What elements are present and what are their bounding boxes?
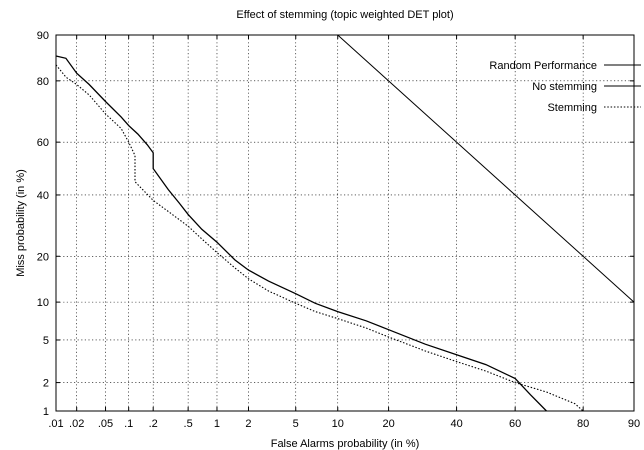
- legend-label: Random Performance: [489, 60, 597, 72]
- y-tick-label: 5: [43, 335, 49, 347]
- x-tick-label: 40: [450, 418, 462, 430]
- series-line-no-stemming: [55, 55, 547, 412]
- y-tick-label: 60: [37, 137, 49, 149]
- y-axis-ticks: 1 2 5 10 20 40 60 80 90: [37, 30, 634, 418]
- x-tick-label: .05: [98, 418, 113, 430]
- x-tick-label: .01: [48, 418, 63, 430]
- chart-title: Effect of stemming (topic weighted DET p…: [236, 9, 453, 21]
- legend: Random Performance No stemming Stemming: [489, 60, 641, 114]
- y-axis-title: Miss probability (in %): [15, 169, 27, 277]
- x-tick-label: 1: [214, 418, 220, 430]
- series-line-stemming: [55, 64, 584, 412]
- y-tick-label: 2: [43, 378, 49, 390]
- x-tick-label: 80: [577, 418, 589, 430]
- x-tick-label: 10: [332, 418, 344, 430]
- y-tick-label: 1: [43, 406, 49, 418]
- legend-label: Stemming: [547, 102, 597, 114]
- y-tick-label: 80: [37, 76, 49, 88]
- y-tick-label: 40: [37, 190, 49, 202]
- series-line-random-performance: [337, 34, 635, 303]
- x-tick-label: 60: [509, 418, 521, 430]
- x-tick-label: 5: [293, 418, 299, 430]
- x-tick-label: .1: [124, 418, 133, 430]
- legend-label: No stemming: [532, 81, 597, 93]
- x-tick-label: .2: [149, 418, 158, 430]
- x-tick-label: 90: [628, 418, 640, 430]
- plot-frame: [55, 34, 635, 412]
- x-tick-label: 2: [245, 418, 251, 430]
- y-tick-label: 10: [37, 297, 49, 309]
- x-tick-label: 20: [382, 418, 394, 430]
- x-axis-title: False Alarms probability (in %): [271, 438, 420, 450]
- x-tick-label: .02: [69, 418, 84, 430]
- x-axis-ticks: .01 .02 .05 .1 .2 .5 1 2 5 10 20 40 60 80 90: [48, 35, 640, 430]
- series-layer: [55, 34, 635, 412]
- y-tick-label: 20: [37, 251, 49, 263]
- grid: [56, 35, 634, 411]
- y-tick-label: 90: [37, 30, 49, 42]
- x-tick-label: .5: [184, 418, 193, 430]
